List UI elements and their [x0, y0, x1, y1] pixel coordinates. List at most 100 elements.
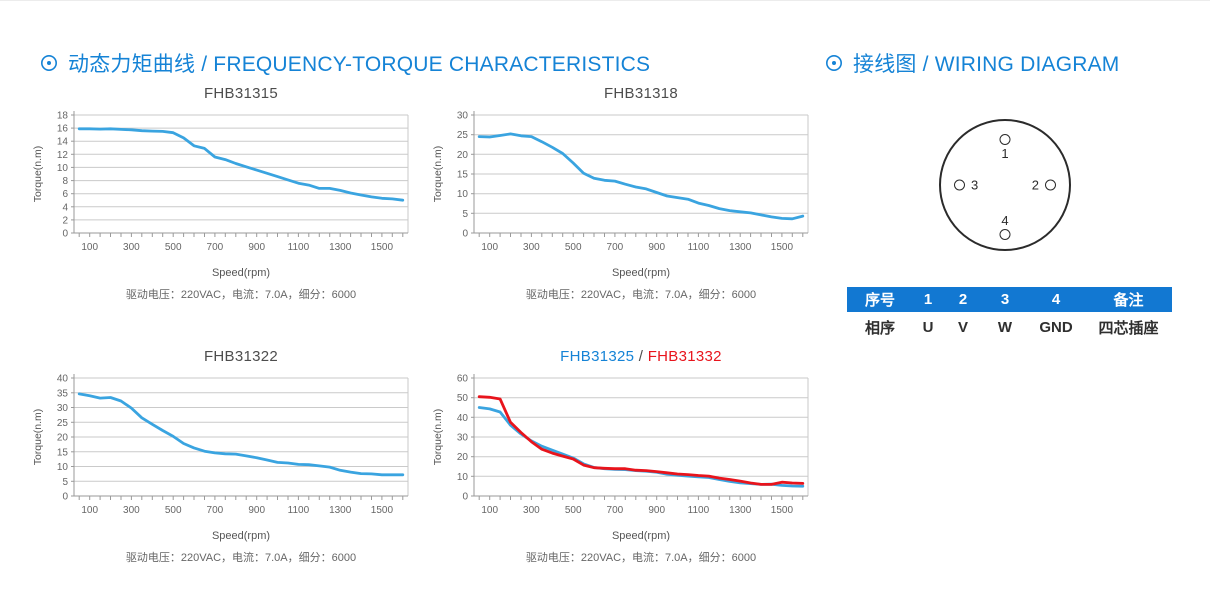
x-axis-label: Speed(rpm) [611, 267, 671, 279]
svg-text:Torque(n.m): Torque(n.m) [432, 146, 444, 203]
connector-pin-3: 3 [954, 178, 978, 193]
svg-text:100: 100 [481, 242, 498, 253]
chart-title: FHB31318 [430, 85, 818, 107]
svg-text:500: 500 [565, 505, 582, 516]
svg-text:30: 30 [457, 111, 469, 122]
connector-pin-2: 2 [1032, 178, 1056, 193]
svg-text:8: 8 [62, 176, 68, 187]
torque-speed-plot: 0 10 20 30 40 50 60 100 300 500 700 900 1100 1300 1500… [430, 370, 818, 526]
svg-text:40: 40 [57, 374, 69, 385]
svg-text:700: 700 [207, 242, 224, 253]
chart-title-part: FHB31332 [647, 348, 722, 365]
svg-text:1300: 1300 [329, 242, 352, 253]
table-header-cell: 4 [1051, 291, 1061, 308]
drive-spec-caption: 驱动电压：220VAC，电流：7.0A，细分：6000 [525, 289, 757, 301]
connector-diagram: 1 2 3 4 [939, 119, 1071, 251]
svg-text:500: 500 [565, 242, 582, 253]
svg-text:900: 900 [648, 242, 665, 253]
table-cell: 相序 [864, 320, 895, 337]
svg-text:1500: 1500 [371, 505, 394, 516]
svg-text:30: 30 [57, 403, 69, 414]
x-axis-label: Speed(rpm) [211, 267, 271, 279]
svg-text:18: 18 [57, 111, 69, 122]
svg-text:700: 700 [607, 242, 624, 253]
chart-fhb31315: FHB31315 0 2 4 6 8 10 12 14 16 18 100 300 500 700 900 1… [30, 85, 418, 302]
table-header-cell: 备注 [1113, 292, 1144, 309]
svg-text:0: 0 [62, 229, 68, 240]
table-cell: V [957, 319, 968, 336]
table-header-cell: 1 [923, 291, 933, 308]
svg-text:20: 20 [57, 433, 69, 444]
svg-text:100: 100 [81, 242, 98, 253]
drive-spec-caption: 驱动电压：220VAC，电流：7.0A，细分：6000 [525, 552, 757, 564]
svg-text:10: 10 [57, 163, 69, 174]
chart-title-part: FHB31318 [603, 85, 679, 102]
pin-hole-icon [999, 229, 1011, 240]
chart-title: FHB31315 [30, 85, 418, 107]
svg-text:20: 20 [457, 452, 469, 463]
svg-text:1100: 1100 [688, 505, 710, 516]
svg-text:5: 5 [62, 477, 68, 488]
section-title-text: 接线图 / WIRING DIAGRAM [853, 53, 1120, 76]
svg-text:700: 700 [207, 505, 224, 516]
chart-fhb31322: FHB31322 0 5 10 15 20 25 30 35 40 100 300 500 700 900… [30, 348, 418, 565]
torque-speed-plot: 0 5 10 15 20 25 30 100 300 500 700 900 1100 1300 1500 T… [430, 107, 818, 263]
svg-text:25: 25 [57, 418, 69, 429]
svg-text:16: 16 [57, 124, 69, 135]
svg-text:100: 100 [481, 505, 498, 516]
chart-title-part: FHB31315 [203, 85, 279, 102]
table-row: 相序 U V W GND 四芯插座 [847, 315, 1172, 340]
svg-text:Torque(n.m): Torque(n.m) [432, 409, 444, 466]
svg-text:1100: 1100 [288, 242, 310, 253]
svg-text:1100: 1100 [288, 505, 310, 516]
svg-text:2: 2 [62, 215, 68, 226]
svg-text:10: 10 [457, 189, 469, 200]
table-header-cell: 3 [1000, 291, 1010, 308]
svg-text:5: 5 [462, 209, 468, 220]
section-title-text: 动态力矩曲线 / FREQUENCY-TORQUE CHARACTERISTIC… [68, 53, 651, 76]
chart-title: FHB31325 / FHB31332 [430, 348, 818, 370]
svg-text:1500: 1500 [771, 242, 794, 253]
svg-text:900: 900 [248, 505, 265, 516]
svg-text:10: 10 [57, 462, 69, 473]
x-axis-label: Speed(rpm) [211, 530, 271, 542]
svg-text:300: 300 [523, 242, 540, 253]
svg-text:12: 12 [57, 150, 69, 161]
svg-text:50: 50 [457, 393, 469, 404]
svg-text:0: 0 [462, 229, 468, 240]
connector-pin-4: 4 [999, 213, 1011, 240]
svg-text:Torque(n.m): Torque(n.m) [32, 146, 44, 203]
svg-text:900: 900 [248, 242, 265, 253]
svg-text:15: 15 [57, 447, 69, 458]
table-header-cell: 序号 [864, 292, 895, 309]
torque-speed-plot: 0 5 10 15 20 25 30 35 40 100 300 500 700 900 1100 1300 1… [30, 370, 418, 526]
svg-text:1300: 1300 [329, 505, 352, 516]
pin-hole-icon [999, 134, 1011, 145]
pin-number: 4 [1001, 213, 1009, 228]
pin-hole-icon [1045, 179, 1056, 191]
circled-dot-icon [825, 54, 843, 72]
x-axis-label: Speed(rpm) [611, 530, 671, 542]
svg-text:300: 300 [123, 505, 140, 516]
table-header-cell: 2 [958, 291, 968, 308]
svg-text:300: 300 [123, 242, 140, 253]
chart-fhb31325-fhb31332: FHB31325 / FHB31332 0 10 20 30 40 50 60 100 300 5… [430, 348, 818, 565]
connector-pin-1: 1 [999, 134, 1011, 161]
svg-text:25: 25 [457, 130, 469, 141]
pin-assignment-table: 序号 1 2 3 4 备注 相序 U V W GND 四芯插座 [847, 287, 1172, 340]
drive-spec-caption: 驱动电压：220VAC，电流：7.0A，细分：6000 [125, 289, 357, 301]
svg-text:20: 20 [457, 150, 469, 161]
svg-text:100: 100 [81, 505, 98, 516]
svg-text:0: 0 [62, 492, 68, 503]
table-cell: U [922, 319, 934, 336]
chart-title-part: / [634, 348, 648, 365]
section-title-torque: 动态力矩曲线 / FREQUENCY-TORQUE CHARACTERISTIC… [40, 48, 650, 78]
pin-hole-icon [954, 179, 965, 191]
svg-text:1100: 1100 [688, 242, 710, 253]
svg-text:35: 35 [57, 388, 69, 399]
svg-text:1500: 1500 [371, 242, 394, 253]
svg-text:300: 300 [523, 505, 540, 516]
svg-text:60: 60 [457, 374, 469, 385]
pin-number: 3 [971, 177, 979, 193]
table-cell: GND [1039, 319, 1073, 336]
